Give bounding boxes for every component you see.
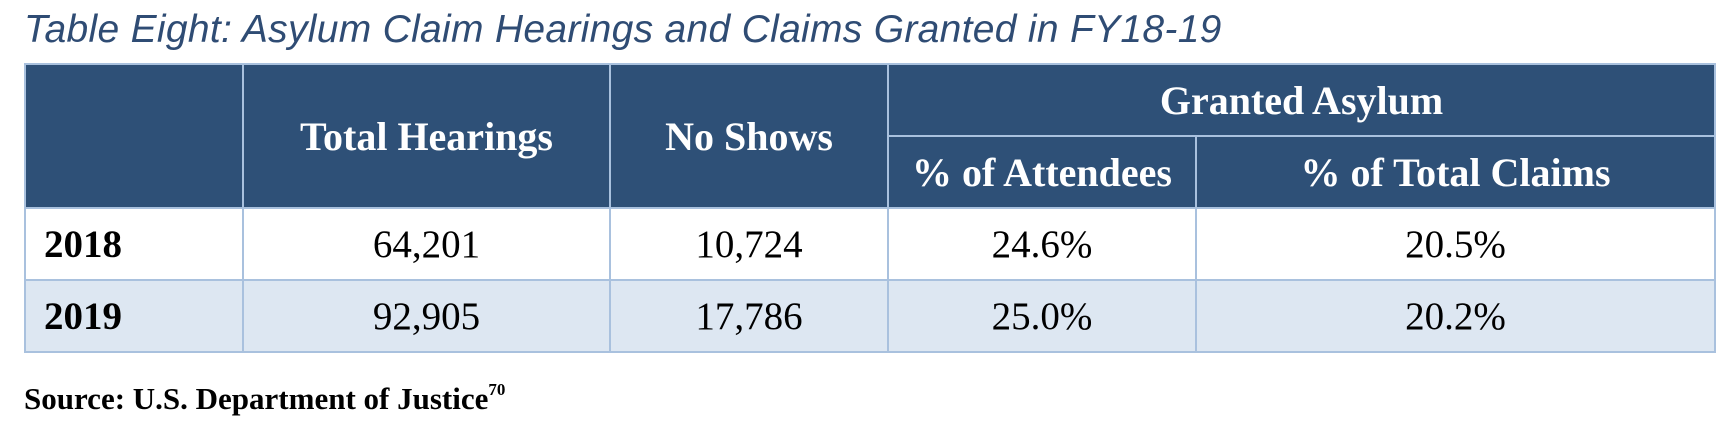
source-footnote: 70 — [488, 380, 506, 399]
asylum-hearings-table: Total Hearings No Shows Granted Asylum %… — [24, 63, 1717, 353]
header-granted-asylum: Granted Asylum — [886, 63, 1717, 137]
header-row-top: Total Hearings No Shows Granted Asylum — [24, 63, 1717, 209]
cell-pct-attendees: 24.6% — [887, 207, 1197, 281]
header-year-blank — [24, 63, 244, 209]
header-total-hearings: Total Hearings — [242, 63, 611, 209]
cell-year: 2018 — [24, 207, 244, 281]
cell-pct-total-claims: 20.5% — [1194, 207, 1717, 281]
header-no-shows: No Shows — [609, 63, 889, 209]
cell-no-shows: 17,786 — [609, 279, 889, 353]
cell-no-shows: 10,724 — [609, 207, 889, 281]
cell-pct-attendees: 25.0% — [887, 279, 1197, 353]
cell-pct-total-claims: 20.2% — [1194, 279, 1717, 353]
table-body: 2018 64,201 10,724 24.6% 20.5% 2019 92,9… — [24, 207, 1717, 353]
header-pct-attendees: % of Attendees — [887, 135, 1197, 209]
source-text: Source: U.S. Department of Justice — [24, 381, 489, 416]
cell-total-hearings: 92,905 — [242, 279, 611, 353]
table-row: 2018 64,201 10,724 24.6% 20.5% — [24, 207, 1717, 281]
cell-year: 2019 — [24, 279, 244, 353]
cell-total-hearings: 64,201 — [242, 207, 611, 281]
table-header: Total Hearings No Shows Granted Asylum %… — [24, 63, 1717, 209]
source-note: Source: U.S. Department of Justice70 — [24, 380, 505, 417]
header-pct-total-claims: % of Total Claims — [1194, 135, 1717, 209]
table-caption: Table Eight: Asylum Claim Hearings and C… — [24, 8, 1222, 51]
header-row-sub: % of Attendees % of Total Claims — [25, 135, 1717, 209]
table-row: 2019 92,905 17,786 25.0% 20.2% — [24, 279, 1717, 353]
